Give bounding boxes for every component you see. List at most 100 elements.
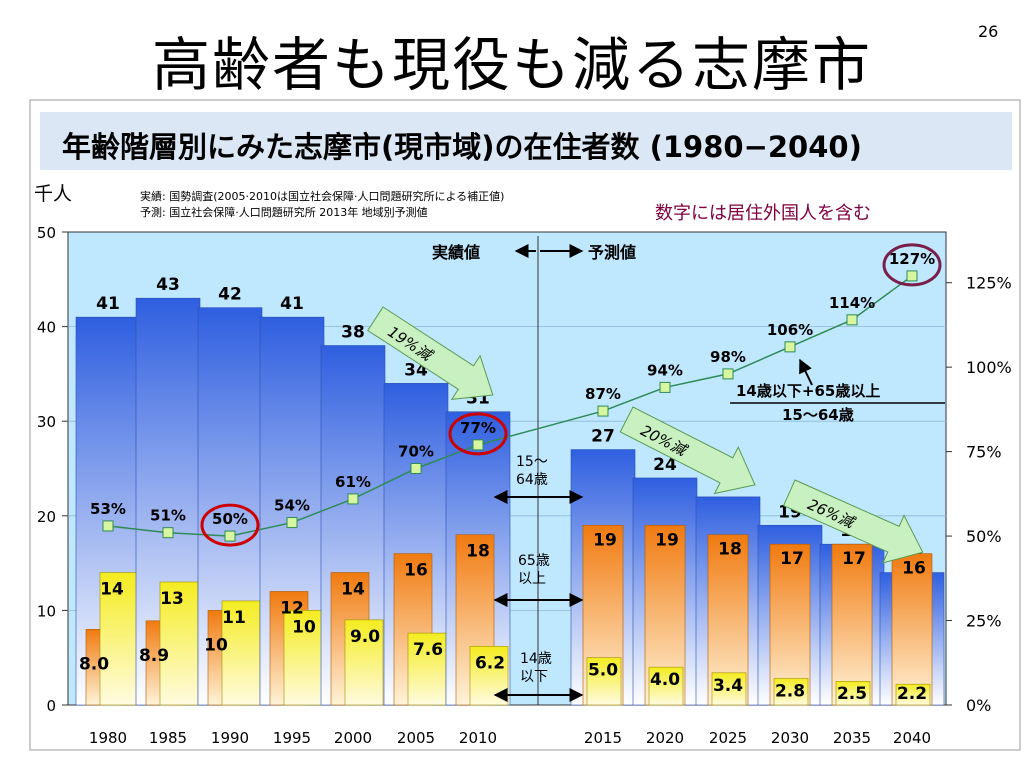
highlight-circle (200, 503, 260, 547)
y2-axis: 0% 25% 50% 75% 100% 125% (946, 274, 1012, 715)
ratio-point (472, 439, 484, 451)
label-elderly: 12 (280, 598, 304, 618)
elderly-label-2: 以上 (518, 571, 546, 587)
ratio-label: 51% (150, 507, 186, 525)
label-child: 11 (222, 608, 246, 628)
label-working-age: 38 (341, 323, 365, 343)
slide-title: 高齢者も現役も減る志摩市 (151, 31, 872, 99)
foreigners-note: 数字には居住外国人を含む (655, 203, 871, 224)
ratio-label: 77% (460, 419, 496, 437)
highlight-circle (448, 412, 508, 456)
x-tick-label: 1995 (273, 729, 311, 747)
x-tick-label: 2005 (397, 729, 435, 747)
bar-child (221, 600, 261, 706)
y2-tick-label: 100% (966, 358, 1012, 377)
bar-child (469, 646, 509, 706)
x-tick-label: 2020 (646, 729, 684, 747)
bars: 414342413834312724221917148.0148.9131011… (75, 275, 945, 706)
label-child: 10 (292, 617, 316, 637)
label-elderly: 17 (780, 549, 804, 569)
label-child: 7.6 (413, 640, 443, 660)
actual-label: 実績値 (432, 243, 480, 262)
y-tick-label: 0 (46, 697, 56, 715)
bar-child (344, 619, 384, 706)
bar-child (711, 672, 747, 706)
y-tick-label: 20 (37, 508, 56, 526)
ratio-point (410, 463, 422, 474)
x-axis: 1980 1985 1990 1995 2000 2005 2010 2015 2020 2025… (89, 729, 931, 747)
bar-child (159, 581, 199, 706)
elderly-label-1: 65歳 (518, 553, 550, 569)
label-child: 5.0 (588, 661, 618, 681)
ratio-label: 70% (398, 443, 434, 461)
source-note-actual: 実績: 国勢調査(2005·2010は国立社会保障·人口問題研究所による補正値) (140, 189, 504, 203)
bar-child (773, 678, 809, 706)
ratio-point (722, 368, 734, 380)
child-label-2: 以下 (520, 669, 548, 685)
y-tick-label: 50 (37, 224, 56, 242)
label-elderly: 18 (718, 540, 742, 560)
chart-title-banner (40, 112, 1012, 170)
y-tick-label: 40 (37, 319, 56, 337)
label-child: 4.0 (650, 670, 680, 690)
label-child: 9.0 (350, 627, 380, 647)
label-working-age: 24 (653, 455, 677, 475)
label-elderly: 16 (404, 561, 428, 581)
y2-tick-label: 75% (966, 443, 1002, 462)
x-tick-label: 1985 (149, 729, 187, 747)
label-working-age: 41 (280, 294, 304, 314)
forecast-label: 予測値 (588, 243, 636, 262)
child-label-1: 14歳 (520, 651, 552, 667)
ratio-point (659, 381, 671, 393)
ratio-point (347, 493, 359, 505)
label-child: 6.2 (475, 653, 505, 673)
bar-child (407, 632, 447, 706)
label-working-age: 27 (591, 427, 615, 447)
x-tick-label: 2040 (893, 729, 931, 747)
label-child: 2.5 (837, 684, 867, 704)
label-elderly: 17 (842, 549, 866, 569)
x-tick-label: 1990 (211, 729, 249, 747)
ratio-point (286, 517, 298, 529)
label-elderly: 19 (593, 530, 617, 550)
x-tick-label: 2035 (833, 729, 871, 747)
ratio-pointer (799, 358, 813, 386)
ratio-point (846, 314, 858, 326)
bar-elderly (831, 543, 873, 706)
bar-elderly (891, 553, 933, 706)
label-elderly: 19 (655, 530, 679, 550)
ratio-label: 50% (212, 510, 248, 528)
bar-child (99, 572, 139, 706)
y2-tick-label: 125% (966, 274, 1012, 293)
x-tick-label: 1980 (89, 729, 127, 747)
ratio-point (224, 530, 236, 542)
label-child: 13 (160, 589, 184, 609)
chart-title: 年齢階層別にみた志摩市(現市域)の在住者数 (1980−2040) (62, 130, 862, 164)
label-child: 3.4 (713, 676, 743, 696)
ratio-label: 54% (274, 497, 310, 515)
working-age-label-2: 64歳 (516, 472, 548, 488)
label-elderly: 16 (902, 559, 926, 579)
ratio-label: 114% (829, 294, 875, 312)
highlight-circle (882, 243, 942, 287)
page-number: 26 (978, 22, 999, 41)
bar-child (835, 681, 871, 706)
label-working-age: 41 (96, 294, 120, 314)
x-tick-label: 2025 (709, 729, 747, 747)
ratio-point (102, 520, 114, 532)
ratio-label: 53% (90, 500, 126, 518)
label-child: 2.2 (897, 684, 927, 704)
source-note-forecast: 予測: 国立社会保障·人口問題研究所 2013年 地域別予測値 (140, 205, 428, 219)
label-working-age: 43 (156, 275, 180, 295)
label-child: 2.8 (775, 682, 805, 702)
y2-tick-label: 50% (966, 527, 1002, 546)
label-child: 14 (100, 580, 124, 600)
ratio-point (597, 405, 609, 417)
highlight-circles (200, 243, 942, 547)
x-tick-label: 2000 (334, 729, 372, 747)
ratio-label: 98% (710, 348, 746, 366)
ratio-label: 106% (767, 321, 813, 339)
label-working-age: 42 (218, 285, 242, 305)
ratio-label: 127% (889, 250, 935, 268)
